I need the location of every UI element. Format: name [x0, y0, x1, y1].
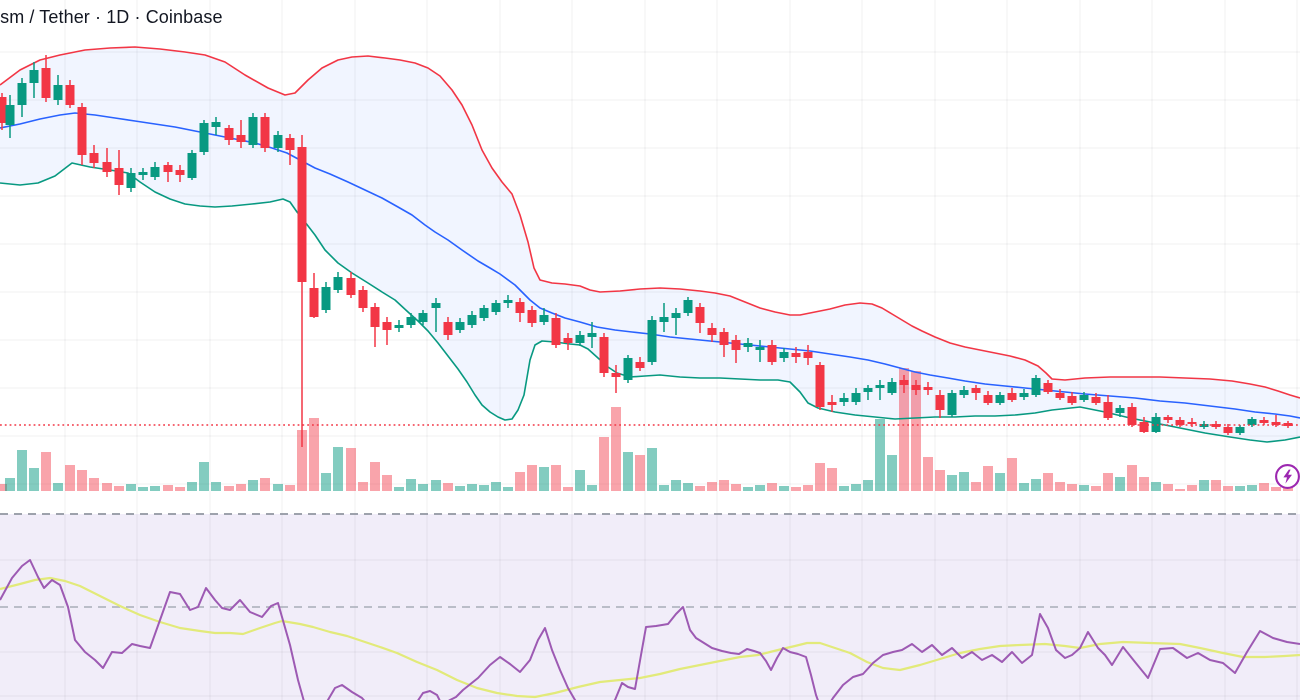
- symbol-title[interactable]: ism / Tether · 1D · Coinbase: [0, 7, 223, 27]
- bollinger-upper-line: [0, 46, 1300, 399]
- boost-lightning-icon[interactable]: [1274, 463, 1300, 490]
- candlesticks: [0, 55, 1293, 447]
- rsi-ma-line: [0, 576, 1300, 699]
- rsi-indicator: [0, 559, 1300, 700]
- bollinger-lower-line: [0, 162, 1300, 443]
- bollinger-fill: [0, 47, 1300, 442]
- rsi-line: [0, 559, 1300, 700]
